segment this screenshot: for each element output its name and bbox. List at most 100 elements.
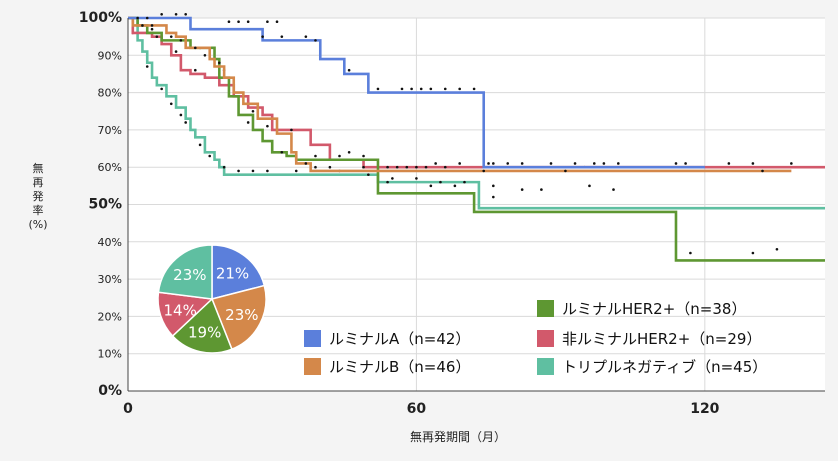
censor-mark [160,87,163,91]
censor-mark [395,165,399,169]
censor-mark [218,61,221,65]
censor-mark [184,121,187,124]
censor-mark [193,46,197,50]
censor-mark [280,150,284,154]
legend-item: 非ルミナルHER2+（n=29） [537,330,761,348]
censor-mark [487,162,490,165]
x-tick-label: 120 [690,401,719,417]
legend-item: トリプルネガティブ（n=45） [537,358,767,376]
censor-mark [612,188,615,191]
censor-mark [150,24,154,27]
y-tick-label: 100% [79,10,122,26]
series-トリプルネガティブ [128,16,825,210]
legend-label: 非ルミナルHER2+（n=29） [562,330,761,348]
censor-mark [169,35,173,38]
censor-mark [141,24,144,27]
censor-mark [790,162,793,165]
legend-label: ルミナルA（n=42） [329,330,470,348]
censor-mark [169,102,173,106]
legend: ルミナルA（n=42） ルミナルB（n=46） ルミナルHER2+（n=38） 非ルミ… [304,300,767,376]
series-ルミナルB [128,16,792,173]
censor-mark [266,169,269,173]
censor-mark [617,162,620,165]
censor-mark [251,169,255,173]
censor-mark [751,162,755,165]
censor-mark [684,162,687,165]
censor-mark [193,68,197,72]
pie-slice-label: 23% [225,306,258,324]
pie-chart: 21%23%19%14%23% [157,244,267,354]
censor-mark [775,247,779,251]
pie-slice-label: 19% [188,324,221,342]
censor-mark [362,165,365,169]
y-tick-label: 20% [98,310,122,323]
y-tick-label: 30% [98,273,122,286]
censor-mark [434,162,437,165]
legend-swatch [304,330,321,347]
censor-mark [443,165,447,169]
censor-mark [362,154,365,158]
legend-item: ルミナルA（n=42） [304,330,470,348]
legend-swatch [304,358,321,375]
censor-mark [314,39,317,42]
censor-mark [246,20,250,24]
censor-mark [376,87,380,91]
censor-mark [520,188,524,191]
censor-mark [145,65,149,68]
legend-label: ルミナルHER2+（n=38） [562,300,746,318]
survival-curve [128,16,792,173]
y-axis-label: 無再発率(%) [28,161,47,231]
censor-mark [751,251,755,255]
censor-mark [251,109,255,113]
censor-mark [347,68,351,72]
censor-mark [674,162,678,165]
censor-mark [179,39,183,42]
censor-mark [314,154,317,158]
censor-mark [136,16,139,20]
censor-mark [174,50,178,53]
censor-mark [549,162,553,165]
y-tick-label: 50% [88,197,122,213]
censor-mark [150,27,154,31]
censor-mark [266,20,269,24]
censor-mark [439,180,442,184]
censor-mark [294,169,298,173]
censor-mark [463,180,466,184]
series-group [128,12,825,262]
pie-slice-label: 14% [163,301,196,319]
legend-label: トリプルネガティブ（n=45） [562,358,767,376]
pie-slice-label: 21% [216,265,249,283]
censor-mark [492,162,495,165]
censor-mark [443,87,447,91]
censor-mark [314,165,317,169]
censor-mark [506,162,510,165]
censor-mark [386,180,389,184]
censor-mark [304,35,308,38]
censor-mark [458,162,461,165]
x-axis-label: 無再発期間（月） [410,429,506,444]
censor-mark [184,12,187,16]
censor-mark [203,54,207,57]
censor-mark [222,165,226,169]
censor-mark [227,20,231,24]
y-tick-label: 0% [98,383,122,399]
censor-mark [208,154,212,158]
y-tick-label: 90% [98,49,122,62]
censor-mark [391,177,394,180]
censor-mark [328,165,332,169]
censor-mark [492,195,495,199]
censor-mark [520,162,524,165]
censor-mark [266,124,269,128]
censor-mark [424,165,428,169]
pie-slice [210,284,267,351]
censor-mark [338,154,341,158]
series-ルミナルA [128,12,705,169]
legend-item: ルミナルHER2+（n=38） [537,300,746,318]
censor-mark [410,87,413,91]
censor-mark [179,113,183,117]
y-tick-label: 80% [98,87,122,100]
censor-mark [458,87,461,91]
censor-mark [689,251,692,255]
censor-mark [246,121,250,124]
x-tick-label: 0 [123,401,133,417]
